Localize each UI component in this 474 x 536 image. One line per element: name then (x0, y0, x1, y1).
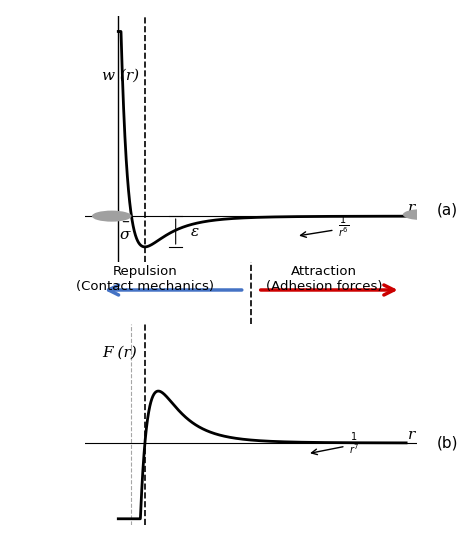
Circle shape (92, 211, 131, 222)
Text: Repulsion
(Contact mechanics): Repulsion (Contact mechanics) (76, 265, 214, 293)
Text: $\frac{1}{r^6}$: $\frac{1}{r^6}$ (338, 214, 349, 240)
Text: (b): (b) (437, 435, 458, 450)
Text: σ: σ (119, 228, 130, 242)
Text: F (r): F (r) (102, 346, 137, 360)
Text: (a): (a) (437, 203, 458, 218)
Text: $\frac{1}{r^7}$: $\frac{1}{r^7}$ (349, 431, 360, 457)
Text: w (r): w (r) (102, 69, 139, 83)
Text: r: r (408, 200, 416, 214)
Text: r: r (408, 428, 416, 442)
Circle shape (403, 209, 442, 220)
Text: Attraction
(Adhesion forces): Attraction (Adhesion forces) (266, 265, 383, 293)
Text: ε: ε (191, 225, 199, 239)
